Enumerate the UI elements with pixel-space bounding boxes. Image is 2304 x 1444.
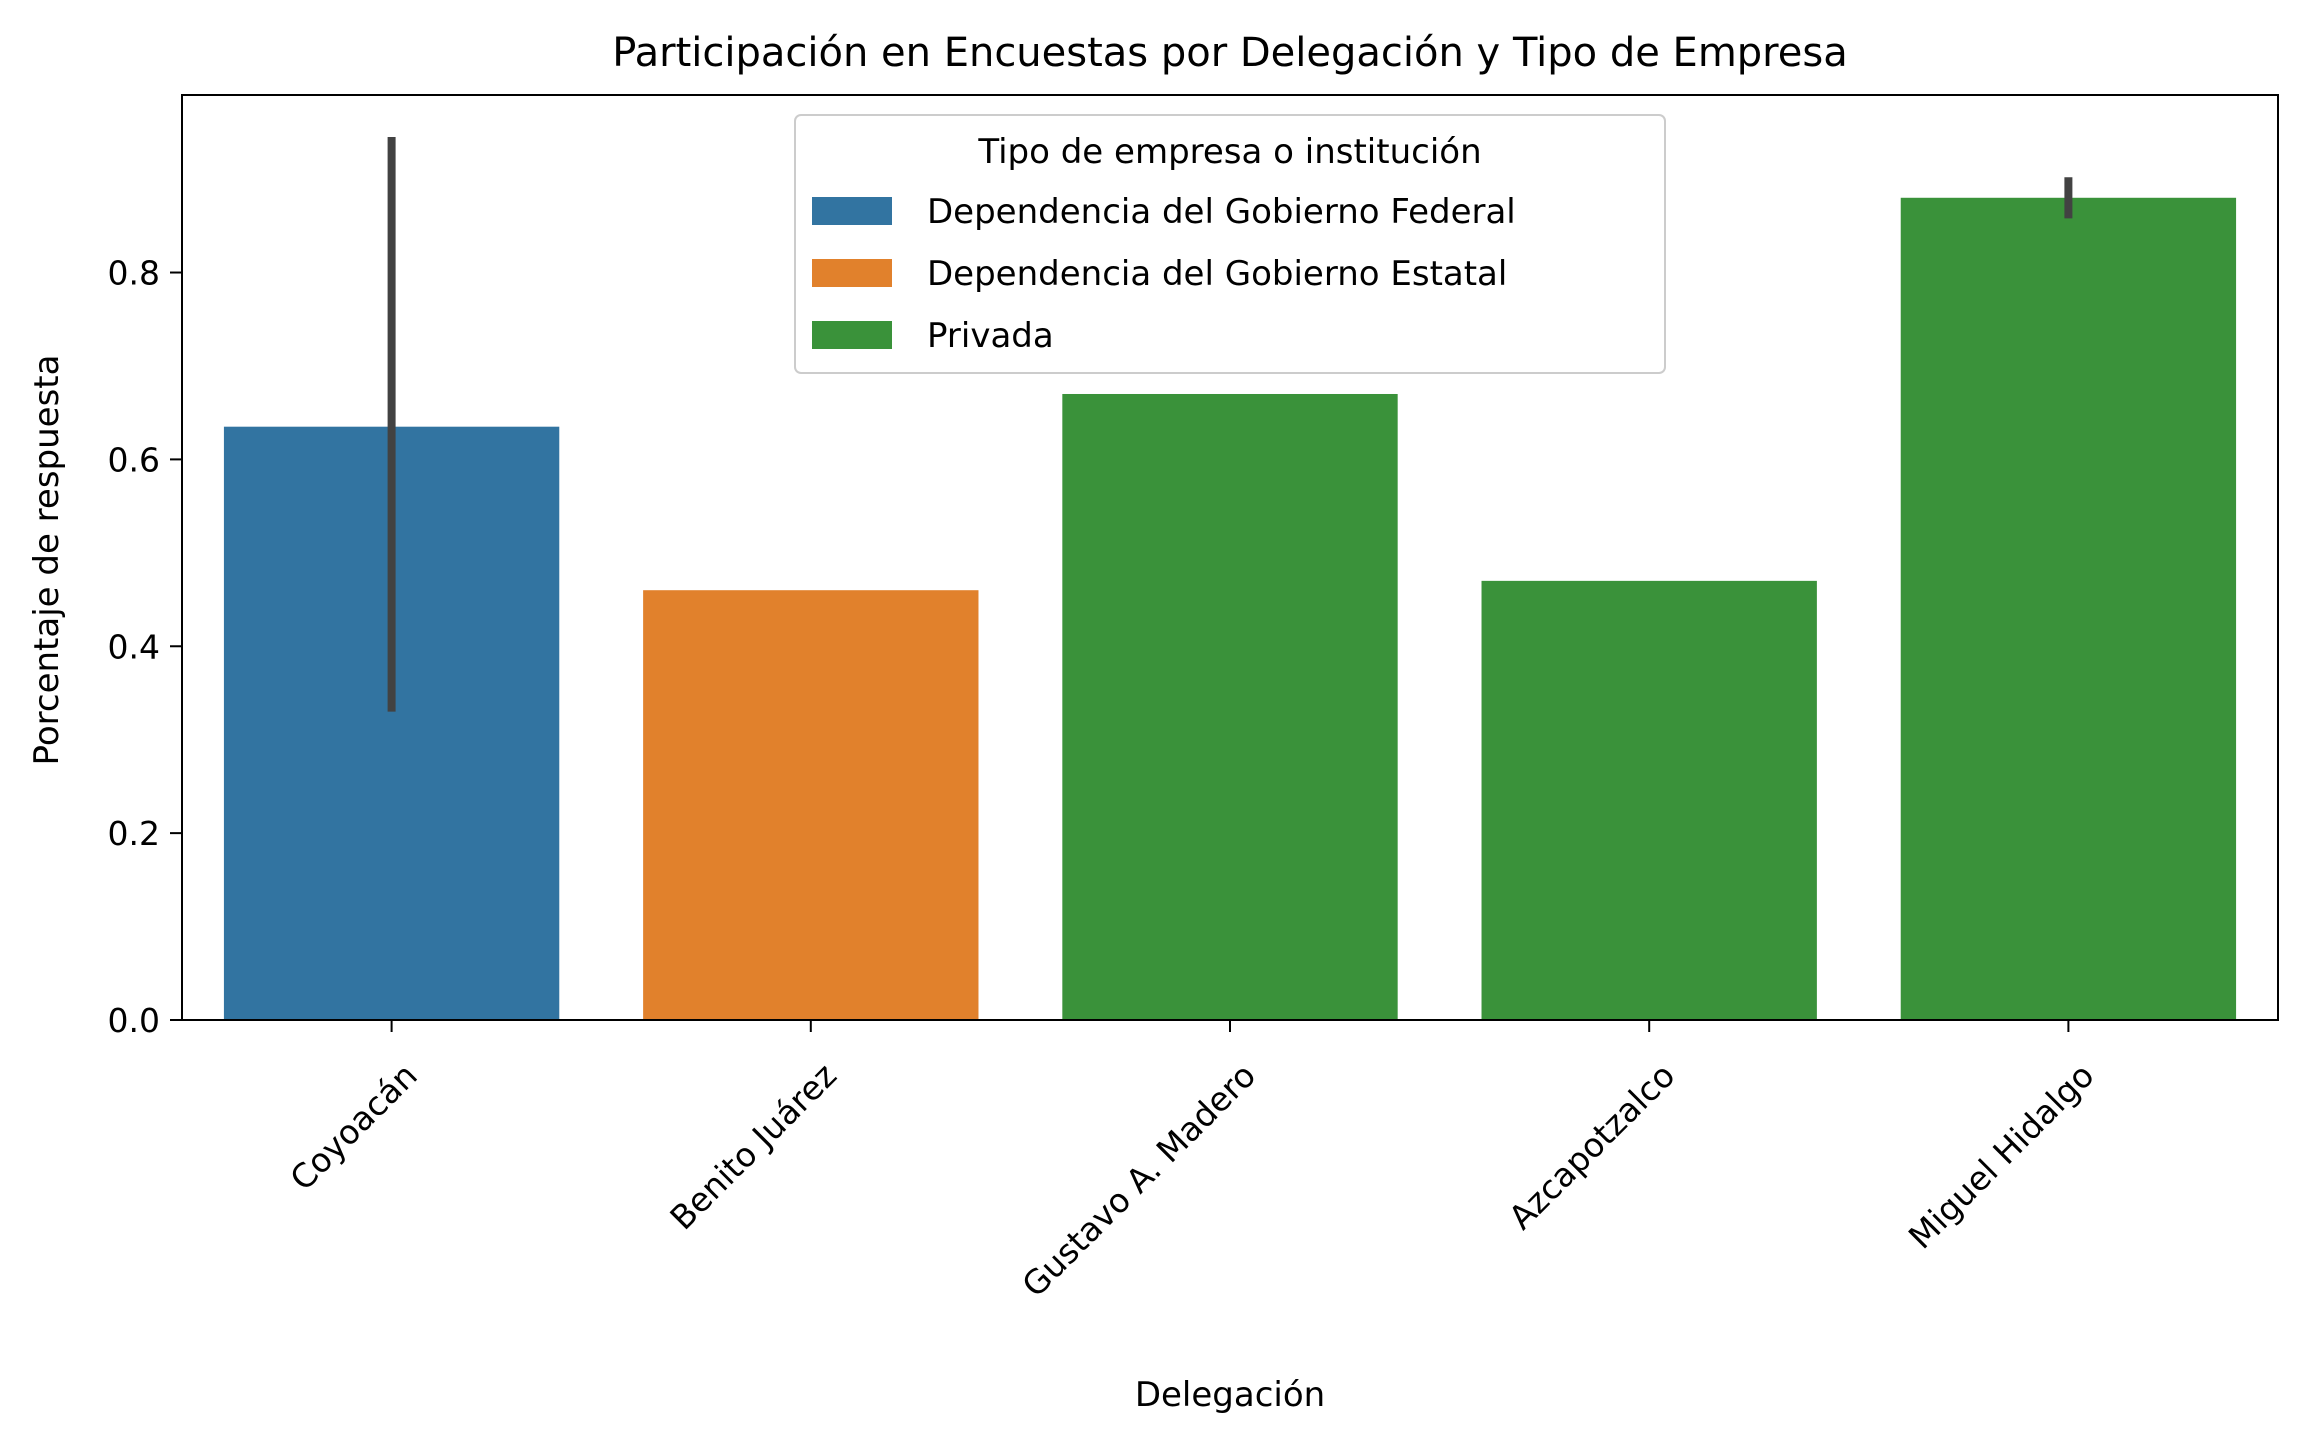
x-tick-label: Gustavo A. Madero — [1014, 1056, 1263, 1305]
y-tick-label: 0.0 — [108, 1001, 160, 1040]
legend: Tipo de empresa o institución Dependenci… — [794, 114, 1666, 374]
legend-label-3: Privada — [927, 316, 1054, 356]
y-tick-label: 0.8 — [108, 254, 160, 293]
legend-swatch-1 — [812, 197, 892, 225]
bars-layer — [223, 197, 2237, 1021]
errorbars-layer — [387, 137, 2073, 712]
x-tick-label: Azcapotzalco — [1501, 1056, 1682, 1237]
bar-5 — [1900, 197, 2237, 1020]
bar-4 — [1481, 580, 1817, 1020]
legend-box — [794, 114, 1666, 374]
legend-swatch-2 — [812, 259, 892, 287]
y-tick-label: 0.4 — [108, 627, 160, 666]
legend-swatch-3 — [812, 321, 892, 349]
y-ticks: 0.0 0.2 0.4 0.6 0.8 — [108, 254, 182, 1040]
x-tick-label: Coyoacán — [282, 1056, 424, 1198]
legend-label-1: Dependencia del Gobierno Federal — [927, 192, 1516, 232]
y-axis-label: Porcentaje de respuesta — [27, 355, 67, 766]
y-tick-label: 0.2 — [108, 814, 160, 853]
bar-2 — [643, 590, 979, 1020]
y-tick-label: 0.6 — [108, 440, 160, 479]
x-axis-label: Delegación — [1135, 1375, 1325, 1415]
x-ticks: Coyoacán Benito Juárez Gustavo A. Madero Az… — [282, 1020, 2102, 1305]
bar-3 — [1062, 393, 1398, 1021]
chart-title: Participación en Encuestas por Delegació… — [612, 30, 1847, 76]
x-tick-label: Benito Juárez — [662, 1056, 844, 1238]
legend-label-2: Dependencia del Gobierno Estatal — [927, 254, 1507, 294]
legend-entries: Dependencia del Gobierno Federal Dependen… — [812, 192, 1516, 356]
legend-title: Tipo de empresa o institución — [977, 132, 1481, 172]
x-tick-label: Miguel Hidalgo — [1901, 1056, 2102, 1257]
